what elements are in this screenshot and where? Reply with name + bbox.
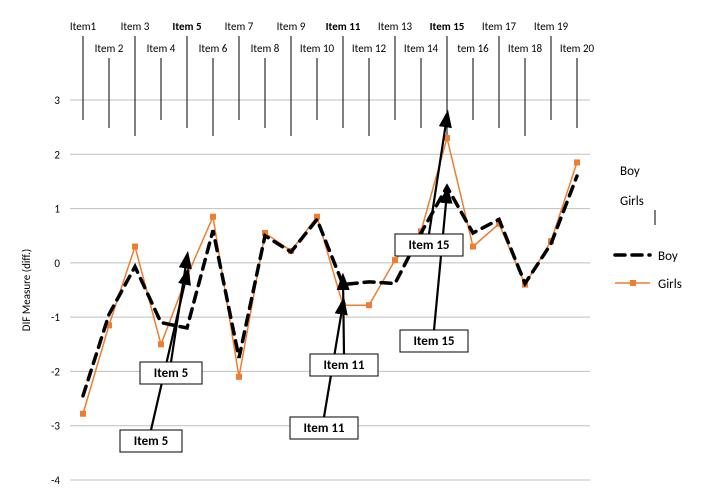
x-category-label: Item 4 bbox=[147, 42, 176, 55]
callout-label: Item 5 bbox=[154, 366, 188, 381]
x-category-label: Item1 bbox=[70, 20, 97, 33]
x-category-label: Item 12 bbox=[352, 42, 387, 55]
x-category-label: Item 7 bbox=[225, 20, 254, 33]
x-category-label: Item 8 bbox=[251, 42, 280, 55]
y-tick-label: -4 bbox=[51, 474, 60, 487]
x-category-label: Item 11 bbox=[326, 20, 361, 33]
chart-container: -4 -3 -2 -1 0 1 2 3 DIF Measure (diff.) Item1 Item… bbox=[0, 0, 726, 501]
series-girls-marker bbox=[80, 411, 86, 417]
x-category-label: Item 10 bbox=[300, 42, 335, 55]
x-category-label: Item 19 bbox=[534, 20, 569, 33]
series-girls-marker bbox=[132, 244, 138, 250]
y-tick-label: -1 bbox=[51, 311, 60, 324]
x-category-label: tem 16 bbox=[457, 42, 489, 55]
x-category-label: Item 2 bbox=[95, 42, 124, 55]
legend-label-boy: Boy bbox=[658, 249, 678, 264]
series-girls-marker bbox=[574, 159, 580, 165]
y-tick-label: 0 bbox=[54, 257, 60, 270]
x-category-label: Item 18 bbox=[508, 42, 543, 55]
x-category-label: Item 9 bbox=[277, 20, 306, 33]
callout-arrow bbox=[343, 279, 344, 354]
y-tick-label: 2 bbox=[54, 148, 60, 161]
x-category-label: Item 15 bbox=[430, 20, 465, 33]
y-tick-label: 3 bbox=[54, 94, 60, 107]
x-category-label: Item 17 bbox=[482, 20, 517, 33]
series-girls-marker bbox=[236, 374, 242, 380]
x-category-label: Item 5 bbox=[172, 20, 202, 33]
callout-label: Item 11 bbox=[323, 358, 364, 373]
x-category-label: Item 6 bbox=[199, 42, 228, 55]
series-girls-marker bbox=[158, 341, 164, 347]
series-girls-marker bbox=[470, 244, 476, 250]
series-girls-marker bbox=[392, 257, 398, 263]
callout-label: Item 15 bbox=[408, 238, 449, 253]
callout-label: Item 5 bbox=[134, 434, 168, 449]
y-axis-title: DIF Measure (diff.) bbox=[20, 249, 33, 331]
x-category-label: Item 13 bbox=[378, 20, 413, 33]
chart-svg: -4 -3 -2 -1 0 1 2 3 DIF Measure (diff.) Item1 Item… bbox=[0, 0, 726, 501]
callout-label: Item 15 bbox=[413, 334, 454, 349]
series-girls-marker bbox=[366, 302, 372, 308]
x-category-label: Item 20 bbox=[560, 42, 595, 55]
x-category-label: Item 3 bbox=[121, 20, 150, 33]
callout-label: Item 11 bbox=[303, 421, 344, 436]
x-category-label: Item 14 bbox=[404, 42, 439, 55]
legend-side-boy: Boy bbox=[620, 164, 640, 179]
y-tick-label: -3 bbox=[51, 420, 60, 433]
y-tick-label: -2 bbox=[51, 365, 60, 378]
y-tick-label: 1 bbox=[54, 203, 60, 216]
legend-label-girls: Girls bbox=[658, 277, 682, 292]
legend-side-girls: Girls bbox=[620, 194, 644, 209]
series-girls-marker bbox=[210, 214, 216, 220]
